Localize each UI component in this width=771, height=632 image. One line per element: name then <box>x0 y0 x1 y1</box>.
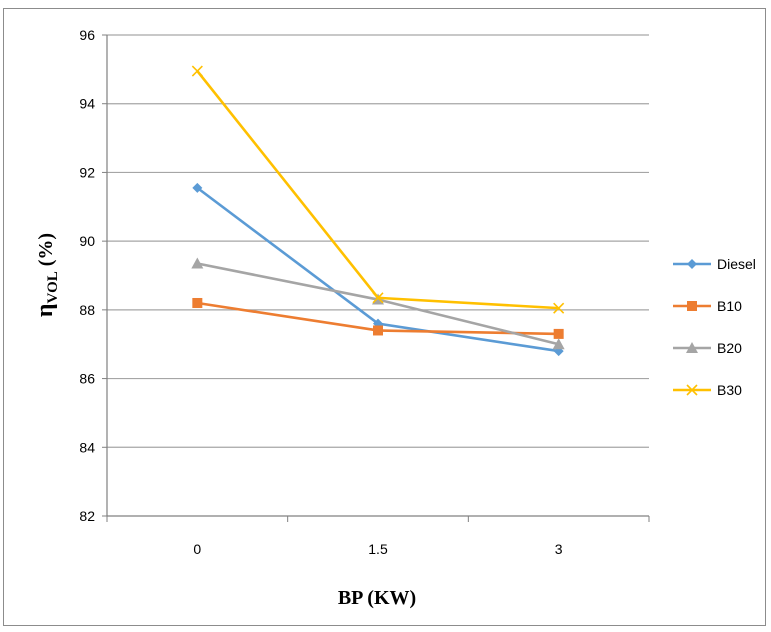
series-group <box>191 65 565 357</box>
x-tick-label: 0 <box>193 541 201 557</box>
legend-item-diesel: Diesel <box>673 256 756 272</box>
data-point-b30 <box>372 292 384 304</box>
marker-stroke <box>191 65 203 77</box>
y-tick-label: 96 <box>79 27 95 43</box>
y-tick-label: 88 <box>79 302 95 318</box>
legend-label: B20 <box>717 340 742 356</box>
y-axis-title-sub: VOL <box>45 271 61 303</box>
axes <box>102 34 650 522</box>
chart-frame <box>3 8 766 626</box>
y-tick-labels: 82 84 86 88 90 92 94 96 <box>79 27 95 524</box>
legend-label: Diesel <box>717 256 756 272</box>
y-tick-label: 94 <box>79 96 95 112</box>
data-point-diesel <box>192 182 203 193</box>
legend-item-b10: B10 <box>673 298 742 314</box>
x-tick-label: 1.5 <box>368 541 388 557</box>
y-tick-label: 82 <box>79 508 95 524</box>
x-tick-labels: 0 1.5 3 <box>193 541 562 557</box>
legend-item-b30: B30 <box>673 382 742 398</box>
y-tick-label: 86 <box>79 371 95 387</box>
legend-label: B30 <box>717 382 742 398</box>
legend-marker <box>687 301 697 311</box>
data-point-b30 <box>191 65 203 77</box>
data-point-b10 <box>553 328 564 339</box>
x-axis-title: BP (KW) <box>338 587 416 609</box>
marker-stroke <box>686 384 698 396</box>
legend-marker <box>687 259 697 269</box>
series-line-b30 <box>196 70 559 310</box>
data-point-b20 <box>552 338 565 350</box>
legend-marker <box>686 342 698 353</box>
legend-marker <box>686 384 698 396</box>
x-tick-label: 3 <box>555 541 563 557</box>
y-axis-title: ηVOL (%) <box>32 233 61 317</box>
data-point-b20 <box>191 257 204 269</box>
legend-label: B10 <box>717 298 742 314</box>
y-axis-title-suffix: (%) <box>35 233 57 271</box>
y-axis-title-main: η <box>32 303 58 317</box>
marker-stroke <box>372 292 384 304</box>
marker-stroke <box>553 302 565 314</box>
legend-item-b20: B20 <box>673 340 742 356</box>
data-point-b10 <box>373 325 383 336</box>
y-tick-label: 84 <box>79 439 95 455</box>
y-tick-label: 90 <box>79 233 95 249</box>
data-point-b10 <box>192 297 203 308</box>
legend: Diesel B10 B20 B30 <box>673 256 756 398</box>
y-tick-label: 92 <box>79 164 95 180</box>
data-point-b30 <box>553 302 565 314</box>
gridlines <box>107 34 649 448</box>
